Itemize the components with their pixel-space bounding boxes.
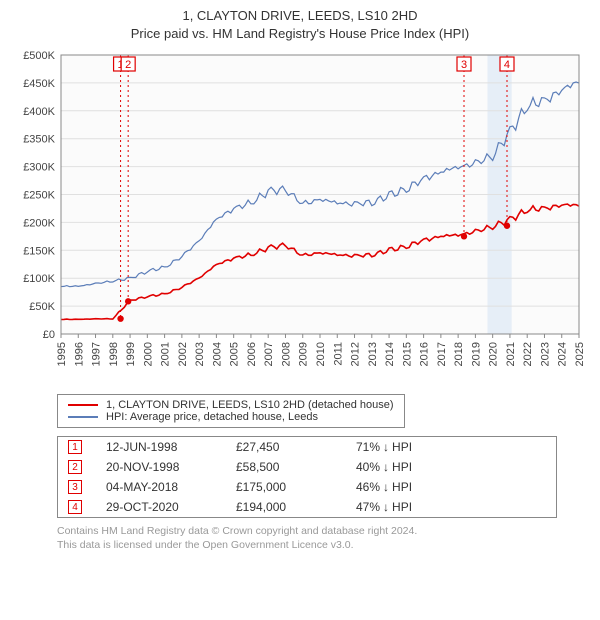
svg-text:2010: 2010	[315, 342, 327, 366]
svg-text:2023: 2023	[539, 342, 551, 366]
svg-text:2004: 2004	[211, 342, 223, 366]
transaction-pct: 40% ↓ HPI	[356, 460, 412, 474]
svg-text:£500K: £500K	[23, 50, 55, 62]
svg-text:£250K: £250K	[23, 190, 55, 202]
chart-title-desc: Price paid vs. HM Land Registry's House …	[15, 26, 585, 41]
svg-text:2007: 2007	[263, 342, 275, 366]
transaction-marker-icon: 3	[68, 480, 82, 494]
svg-text:2024: 2024	[557, 342, 569, 366]
arrow-down-icon: ↓	[383, 500, 389, 514]
arrow-down-icon: ↓	[383, 440, 389, 454]
footer-attribution: Contains HM Land Registry data © Crown c…	[57, 524, 585, 552]
chart-area: £0 £50K £100K £150K £200K £250K £300K £350K £400…	[15, 49, 585, 384]
transaction-row: 3 04-MAY-2018£175,00046% ↓ HPI	[58, 477, 556, 497]
svg-text:2011: 2011	[332, 342, 344, 366]
svg-text:£450K: £450K	[23, 78, 55, 90]
svg-text:3: 3	[461, 59, 467, 71]
legend-swatch-blue	[68, 416, 98, 418]
footer-line1: Contains HM Land Registry data © Crown c…	[57, 524, 585, 538]
svg-text:£200K: £200K	[23, 217, 55, 229]
transactions-table: 1 12-JUN-1998£27,45071% ↓ HPI 2 20-NOV-1998…	[57, 436, 557, 518]
svg-text:2003: 2003	[194, 342, 206, 366]
transaction-price: £175,000	[236, 480, 356, 494]
svg-text:2001: 2001	[160, 342, 172, 366]
svg-text:1996: 1996	[73, 342, 85, 366]
transaction-row: 4 29-OCT-2020£194,00047% ↓ HPI	[58, 497, 556, 517]
transaction-pct: 46% ↓ HPI	[356, 480, 412, 494]
chart-title-address: 1, CLAYTON DRIVE, LEEDS, LS10 2HD	[15, 8, 585, 23]
legend-item: 1, CLAYTON DRIVE, LEEDS, LS10 2HD (detac…	[68, 399, 394, 411]
svg-text:2: 2	[125, 59, 131, 71]
svg-text:£0: £0	[43, 329, 55, 341]
svg-text:2025: 2025	[574, 342, 585, 366]
svg-text:£150K: £150K	[23, 245, 55, 257]
transaction-marker-icon: 4	[68, 500, 82, 514]
svg-text:2018: 2018	[453, 342, 465, 366]
transaction-date: 12-JUN-1998	[106, 440, 236, 454]
svg-text:2022: 2022	[522, 342, 534, 366]
transaction-price: £58,500	[236, 460, 356, 474]
transaction-row: 1 12-JUN-1998£27,45071% ↓ HPI	[58, 437, 556, 457]
svg-text:1998: 1998	[108, 342, 120, 366]
svg-text:£100K: £100K	[23, 273, 55, 285]
svg-text:2015: 2015	[401, 342, 413, 366]
svg-text:£400K: £400K	[23, 106, 55, 118]
footer-line2: This data is licensed under the Open Gov…	[57, 538, 585, 552]
transaction-date: 20-NOV-1998	[106, 460, 236, 474]
arrow-down-icon: ↓	[383, 460, 389, 474]
transaction-pct: 71% ↓ HPI	[356, 440, 412, 454]
transaction-price: £27,450	[236, 440, 356, 454]
svg-text:2013: 2013	[367, 342, 379, 366]
svg-text:2006: 2006	[246, 342, 258, 366]
transaction-date: 04-MAY-2018	[106, 480, 236, 494]
svg-text:2005: 2005	[229, 342, 241, 366]
svg-text:1997: 1997	[91, 342, 103, 366]
legend-label: HPI: Average price, detached house, Leed…	[106, 411, 318, 423]
svg-text:2009: 2009	[298, 342, 310, 366]
svg-text:1999: 1999	[125, 342, 137, 366]
svg-text:2016: 2016	[419, 342, 431, 366]
arrow-down-icon: ↓	[383, 480, 389, 494]
legend-swatch-red	[68, 404, 98, 406]
legend-label: 1, CLAYTON DRIVE, LEEDS, LS10 2HD (detac…	[106, 399, 394, 411]
transaction-pct: 47% ↓ HPI	[356, 500, 412, 514]
svg-text:2017: 2017	[436, 342, 448, 366]
svg-text:2019: 2019	[470, 342, 482, 366]
svg-text:£350K: £350K	[23, 134, 55, 146]
svg-text:2000: 2000	[142, 342, 154, 366]
svg-text:2012: 2012	[350, 342, 362, 366]
legend-item: HPI: Average price, detached house, Leed…	[68, 411, 394, 423]
svg-text:2021: 2021	[505, 342, 517, 366]
svg-text:2014: 2014	[384, 342, 396, 366]
transaction-marker-icon: 2	[68, 460, 82, 474]
svg-text:4: 4	[504, 59, 510, 71]
legend: 1, CLAYTON DRIVE, LEEDS, LS10 2HD (detac…	[57, 394, 405, 428]
svg-text:2020: 2020	[488, 342, 500, 366]
transaction-marker-icon: 1	[68, 440, 82, 454]
svg-text:£300K: £300K	[23, 162, 55, 174]
transaction-row: 2 20-NOV-1998£58,50040% ↓ HPI	[58, 457, 556, 477]
transaction-date: 29-OCT-2020	[106, 500, 236, 514]
svg-text:2008: 2008	[280, 342, 292, 366]
svg-text:1995: 1995	[56, 342, 68, 366]
svg-text:2002: 2002	[177, 342, 189, 366]
chart-svg: £0 £50K £100K £150K £200K £250K £300K £350K £400…	[15, 49, 585, 384]
transaction-price: £194,000	[236, 500, 356, 514]
svg-text:£50K: £50K	[29, 301, 55, 313]
